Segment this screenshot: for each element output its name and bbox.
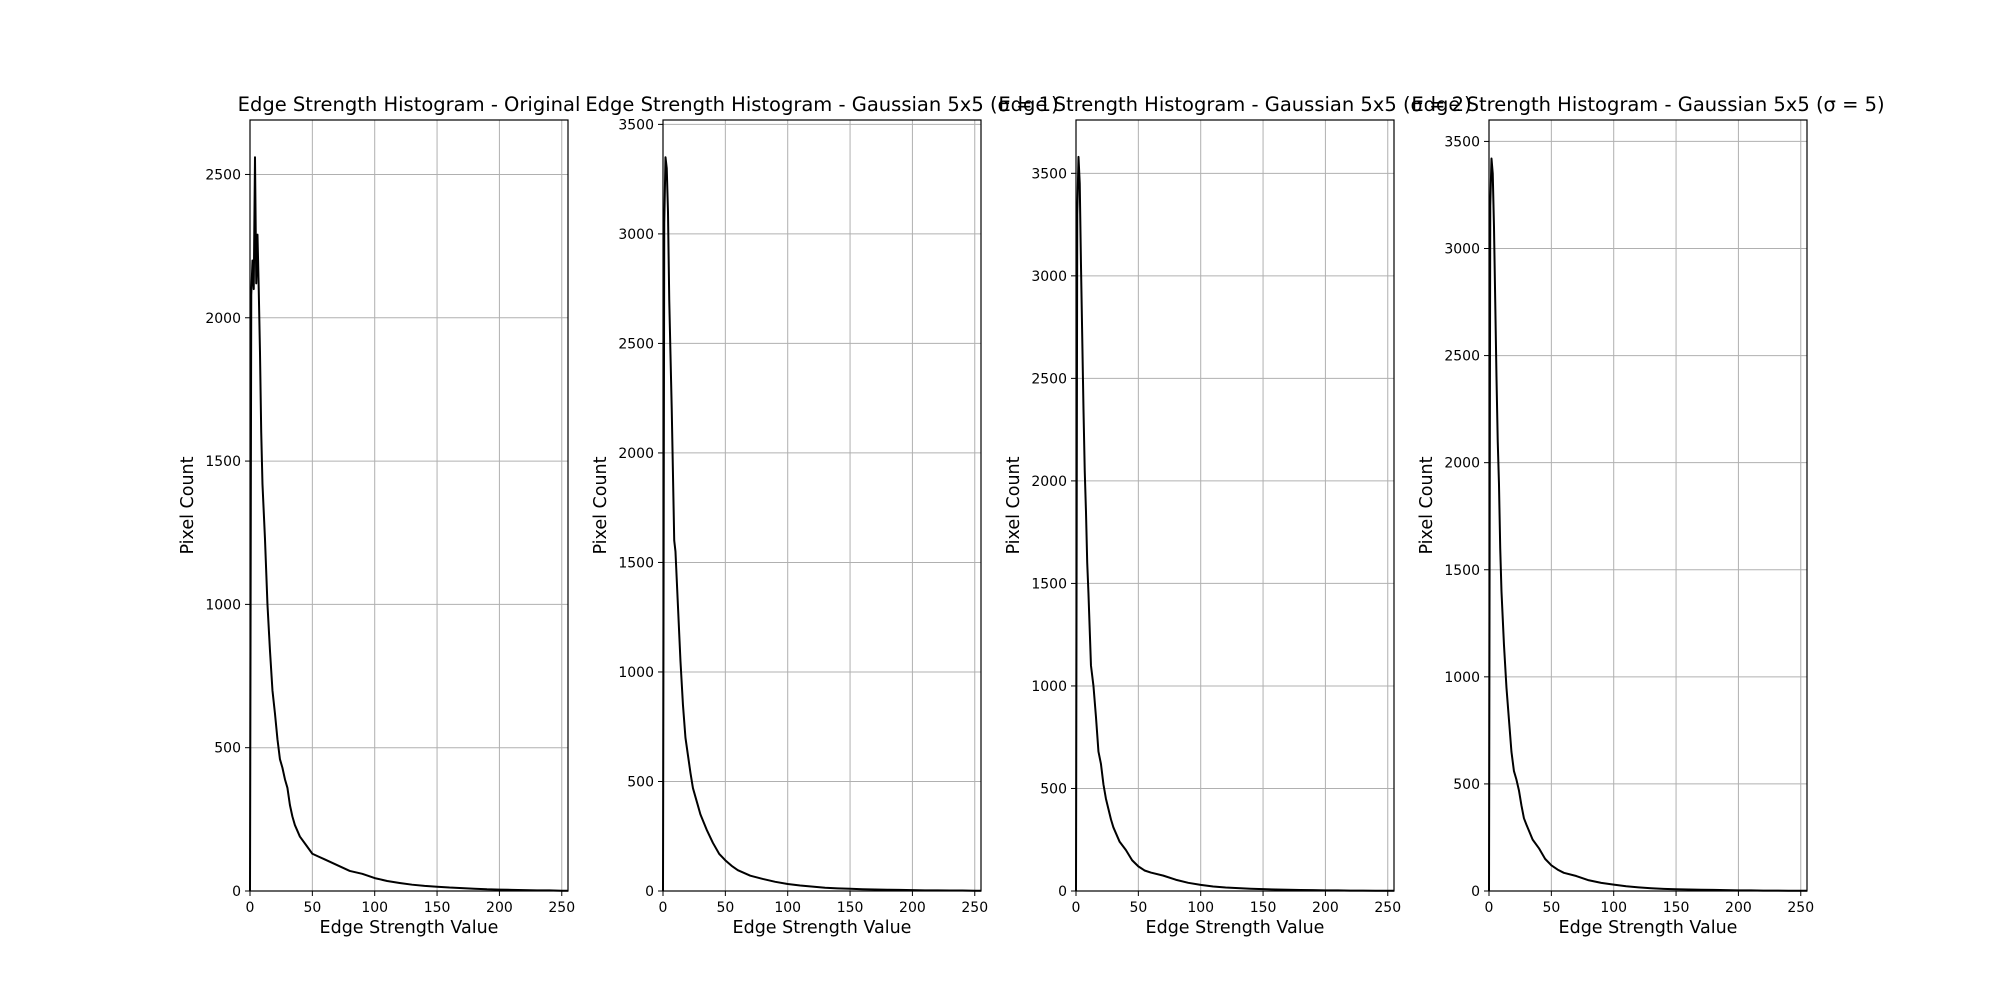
x-tick-label: 250	[1787, 900, 1814, 916]
y-tick-label: 1000	[205, 597, 241, 613]
x-tick-label: 200	[486, 900, 513, 916]
x-tick-label: 100	[774, 900, 801, 916]
y-tick-label: 2000	[1444, 456, 1480, 472]
y-axis-label: Pixel Count	[1004, 456, 1024, 554]
x-tick-label: 200	[1725, 900, 1752, 916]
chart-title: Edge Strength Histogram - Gaussian 5x5 (…	[998, 93, 1471, 116]
x-tick-label: 150	[1250, 900, 1277, 916]
y-tick-label: 0	[232, 884, 241, 900]
histogram-line-1	[1488, 157, 1807, 892]
chart-panel-1: 0 50 100 150 200 25005001000150020002500Edge …	[178, 93, 580, 938]
x-tick-label: 200	[899, 900, 926, 916]
y-tick-label: 2000	[618, 446, 654, 462]
x-tick-label: 50	[1129, 900, 1147, 916]
x-tick-label: 50	[1542, 900, 1560, 916]
x-tick-label: 0	[246, 900, 255, 916]
x-tick-label: 100	[1187, 900, 1214, 916]
chart-title: Edge Strength Histogram - Gaussian 5x5 (…	[585, 93, 1058, 116]
axes-frame	[249, 119, 569, 892]
histogram-line-1	[249, 156, 568, 892]
y-tick-label: 2500	[618, 336, 654, 352]
x-axis-label: Edge Strength Value	[733, 918, 912, 938]
chart-title: Edge Strength Histogram - Gaussian 5x5 (…	[1411, 93, 1884, 116]
y-tick-label: 1000	[1444, 670, 1480, 686]
y-tick-label: 0	[1058, 884, 1067, 900]
y-tick-label: 2500	[1444, 349, 1480, 365]
y-axis-label: Pixel Count	[1417, 456, 1437, 554]
axes-frame	[662, 119, 982, 892]
y-tick-label: 2500	[1031, 371, 1067, 387]
x-tick-label: 50	[716, 900, 734, 916]
y-tick-label: 1000	[618, 665, 654, 681]
y-tick-label: 500	[1453, 777, 1480, 793]
y-tick-label: 2500	[205, 167, 241, 183]
y-tick-label: 500	[214, 741, 241, 757]
plot-area	[1076, 120, 1394, 891]
x-tick-label: 250	[548, 900, 575, 916]
y-tick-label: 1500	[1444, 563, 1480, 579]
histogram-line-1	[1075, 155, 1394, 892]
chart-panel-4: 0 50 100 150 200 2500500100015002000250030003…	[1411, 93, 1884, 938]
plot-area	[663, 120, 981, 891]
x-tick-label: 250	[1374, 900, 1401, 916]
y-tick-label: 500	[1040, 781, 1067, 797]
plot-area	[1489, 120, 1807, 891]
y-tick-label: 0	[645, 884, 654, 900]
x-axis-label: Edge Strength Value	[1559, 918, 1738, 938]
x-tick-label: 100	[1600, 900, 1627, 916]
plot-area	[250, 120, 568, 891]
x-axis-label: Edge Strength Value	[1146, 918, 1325, 938]
x-tick-label: 150	[1663, 900, 1690, 916]
y-tick-label: 1500	[205, 454, 241, 470]
x-tick-label: 150	[424, 900, 451, 916]
axes-frame	[1075, 119, 1395, 892]
y-tick-label: 3000	[1444, 242, 1480, 258]
chart-panel-3: 0 50 100 150 200 2500500100015002000250030003…	[998, 93, 1471, 938]
y-tick-label: 1500	[618, 555, 654, 571]
y-tick-label: 3000	[618, 227, 654, 243]
y-tick-label: 2000	[205, 311, 241, 327]
histogram-line-1	[662, 156, 981, 892]
y-tick-label: 2000	[1031, 474, 1067, 490]
x-tick-label: 0	[1485, 900, 1494, 916]
y-axis-label: Pixel Count	[178, 456, 198, 554]
y-tick-label: 1500	[1031, 576, 1067, 592]
y-tick-label: 3500	[1031, 166, 1067, 182]
x-tick-label: 0	[659, 900, 668, 916]
y-tick-label: 1000	[1031, 679, 1067, 695]
chart-title: Edge Strength Histogram - Original	[238, 93, 581, 116]
chart-panel-2: 0 50 100 150 200 2500500100015002000250030003…	[585, 93, 1058, 938]
y-tick-label: 3500	[1444, 134, 1480, 150]
axes-frame	[1488, 119, 1808, 892]
y-tick-label: 500	[627, 774, 654, 790]
y-tick-label: 3000	[1031, 269, 1067, 285]
y-axis-label: Pixel Count	[591, 456, 611, 554]
x-tick-label: 50	[303, 900, 321, 916]
x-axis-label: Edge Strength Value	[320, 918, 499, 938]
y-tick-label: 3500	[618, 117, 654, 133]
x-tick-label: 150	[837, 900, 864, 916]
x-tick-label: 100	[361, 900, 388, 916]
x-tick-label: 0	[1072, 900, 1081, 916]
y-tick-label: 0	[1471, 884, 1480, 900]
x-tick-label: 250	[961, 900, 988, 916]
x-tick-label: 200	[1312, 900, 1339, 916]
